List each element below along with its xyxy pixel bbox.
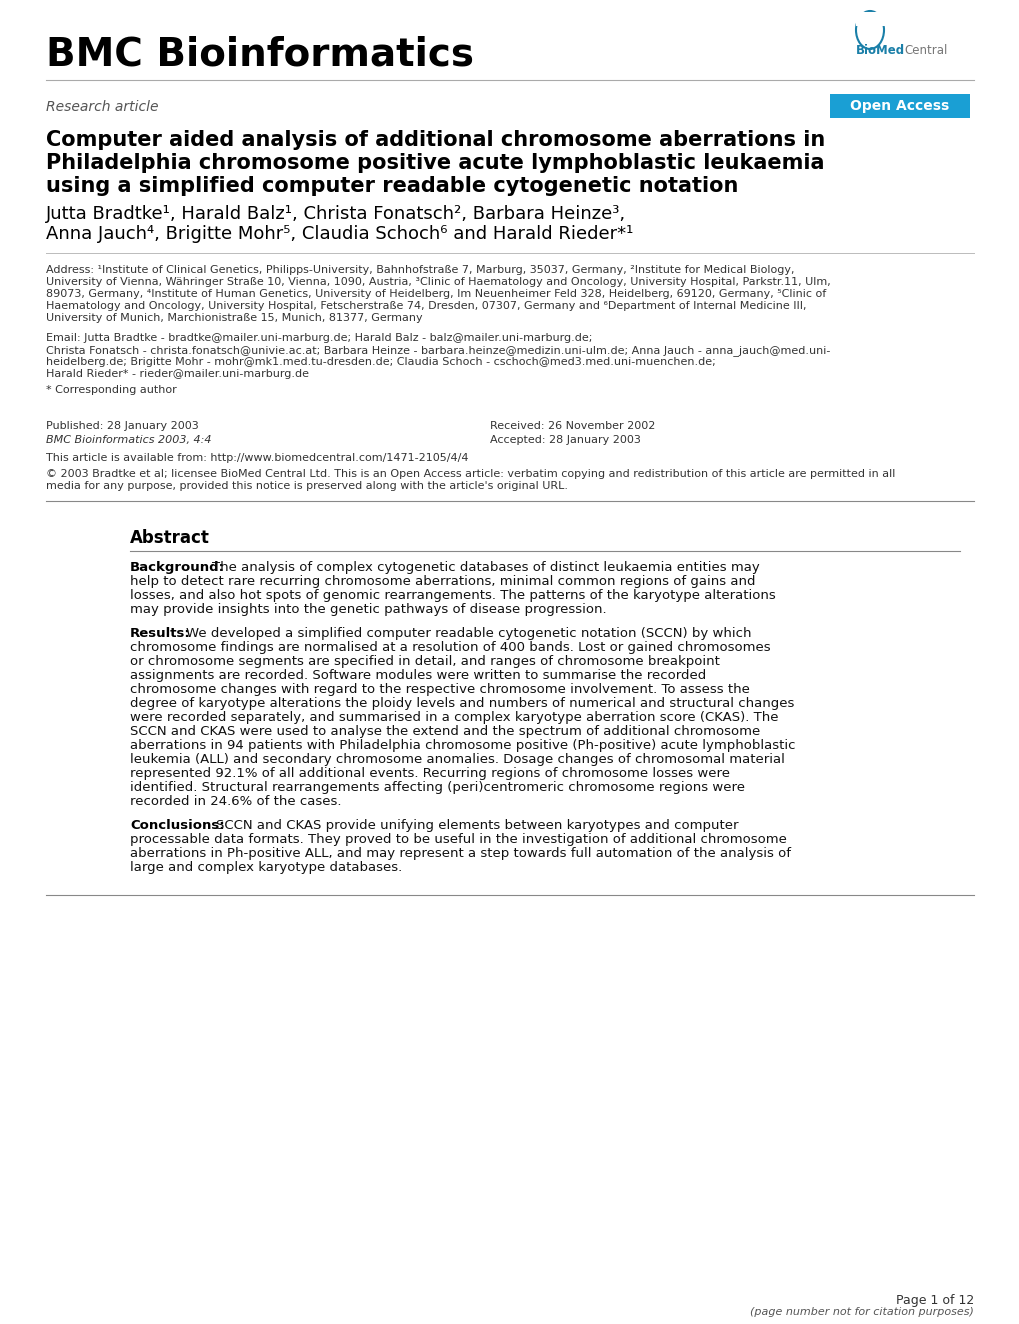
Text: Abstract: Abstract: [129, 530, 210, 547]
Text: Background:: Background:: [129, 561, 225, 575]
Text: Anna Jauch⁴, Brigitte Mohr⁵, Claudia Schoch⁶ and Harald Rieder*¹: Anna Jauch⁴, Brigitte Mohr⁵, Claudia Sch…: [46, 225, 633, 244]
Text: identified. Structural rearrangements affecting (peri)centromeric chromosome reg: identified. Structural rearrangements af…: [129, 781, 744, 794]
Text: aberrations in 94 patients with Philadelphia chromosome positive (Ph-positive) a: aberrations in 94 patients with Philadel…: [129, 739, 795, 752]
Text: media for any purpose, provided this notice is preserved along with the article': media for any purpose, provided this not…: [46, 481, 568, 491]
Text: help to detect rare recurring chromosome aberrations, minimal common regions of : help to detect rare recurring chromosome…: [129, 575, 755, 588]
Text: (page number not for citation purposes): (page number not for citation purposes): [749, 1307, 973, 1317]
Text: aberrations in Ph-positive ALL, and may represent a step towards full automation: aberrations in Ph-positive ALL, and may …: [129, 847, 790, 861]
Text: processable data formats. They proved to be useful in the investigation of addit: processable data formats. They proved to…: [129, 833, 786, 846]
Text: 89073, Germany, ⁴Institute of Human Genetics, University of Heidelberg, Im Neuen: 89073, Germany, ⁴Institute of Human Gene…: [46, 289, 825, 299]
Text: leukemia (ALL) and secondary chromosome anomalies. Dosage changes of chromosomal: leukemia (ALL) and secondary chromosome …: [129, 753, 784, 767]
Bar: [829, 94, 969, 118]
Text: assignments are recorded. Software modules were written to summarise the recorde: assignments are recorded. Software modul…: [129, 669, 705, 682]
Text: Open Access: Open Access: [850, 99, 949, 113]
Text: heidelberg.de; Brigitte Mohr - mohr@mk1.med.tu-dresden.de; Claudia Schoch - csch: heidelberg.de; Brigitte Mohr - mohr@mk1.…: [46, 357, 715, 367]
Text: or chromosome segments are specified in detail, and ranges of chromosome breakpo: or chromosome segments are specified in …: [129, 655, 719, 669]
Text: We developed a simplified computer readable cytogenetic notation (SCCN) by which: We developed a simplified computer reada…: [185, 628, 751, 639]
Text: SCCN and CKAS provide unifying elements between karyotypes and computer: SCCN and CKAS provide unifying elements …: [216, 820, 738, 831]
Text: Received: 26 November 2002: Received: 26 November 2002: [489, 421, 655, 432]
Text: Published: 28 January 2003: Published: 28 January 2003: [46, 421, 199, 432]
Text: chromosome changes with regard to the respective chromosome involvement. To asse: chromosome changes with regard to the re…: [129, 683, 749, 696]
Text: Accepted: 28 January 2003: Accepted: 28 January 2003: [489, 436, 640, 445]
Text: Harald Rieder* - rieder@mailer.uni-marburg.de: Harald Rieder* - rieder@mailer.uni-marbu…: [46, 369, 309, 379]
Text: recorded in 24.6% of the cases.: recorded in 24.6% of the cases.: [129, 794, 341, 808]
Text: Email: Jutta Bradtke - bradtke@mailer.uni-marburg.de; Harald Balz - balz@mailer.: Email: Jutta Bradtke - bradtke@mailer.un…: [46, 334, 592, 343]
Text: Computer aided analysis of additional chromosome aberrations in: Computer aided analysis of additional ch…: [46, 130, 824, 150]
Text: © 2003 Bradtke et al; licensee BioMed Central Ltd. This is an Open Access articl: © 2003 Bradtke et al; licensee BioMed Ce…: [46, 469, 895, 479]
Text: Philadelphia chromosome positive acute lymphoblastic leukaemia: Philadelphia chromosome positive acute l…: [46, 154, 823, 173]
Text: chromosome findings are normalised at a resolution of 400 bands. Lost or gained : chromosome findings are normalised at a …: [129, 641, 770, 654]
Text: Research article: Research article: [46, 101, 158, 114]
Text: Results:: Results:: [129, 628, 191, 639]
Text: were recorded separately, and summarised in a complex karyotype aberration score: were recorded separately, and summarised…: [129, 711, 777, 724]
Text: SCCN and CKAS were used to analyse the extend and the spectrum of additional chr: SCCN and CKAS were used to analyse the e…: [129, 726, 759, 737]
Text: may provide insights into the genetic pathways of disease progression.: may provide insights into the genetic pa…: [129, 602, 606, 616]
Text: large and complex karyotype databases.: large and complex karyotype databases.: [129, 861, 401, 874]
Text: Central: Central: [903, 44, 947, 57]
Bar: [855, 12, 886, 26]
Text: * Corresponding author: * Corresponding author: [46, 385, 176, 395]
Text: The analysis of complex cytogenetic databases of distinct leukaemia entities may: The analysis of complex cytogenetic data…: [212, 561, 759, 575]
Text: This article is available from: http://www.biomedcentral.com/1471-2105/4/4: This article is available from: http://w…: [46, 453, 468, 463]
Text: BMC Bioinformatics 2003, 4:4: BMC Bioinformatics 2003, 4:4: [46, 436, 211, 445]
Text: Conclusions:: Conclusions:: [129, 820, 224, 831]
Text: Haematology and Oncology, University Hospital, Fetscherstraße 74, Dresden, 07307: Haematology and Oncology, University Hos…: [46, 301, 806, 311]
Text: Jutta Bradtke¹, Harald Balz¹, Christa Fonatsch², Barbara Heinze³,: Jutta Bradtke¹, Harald Balz¹, Christa Fo…: [46, 205, 626, 222]
Text: using a simplified computer readable cytogenetic notation: using a simplified computer readable cyt…: [46, 176, 738, 196]
Text: Christa Fonatsch - christa.fonatsch@univie.ac.at; Barbara Heinze - barbara.heinz: Christa Fonatsch - christa.fonatsch@univ…: [46, 346, 829, 356]
Text: BioMed: BioMed: [855, 44, 904, 57]
Text: Page 1 of 12: Page 1 of 12: [895, 1294, 973, 1307]
Text: University of Munich, Marchionistraße 15, Munich, 81377, Germany: University of Munich, Marchionistraße 15…: [46, 312, 422, 323]
Text: losses, and also hot spots of genomic rearrangements. The patterns of the karyot: losses, and also hot spots of genomic re…: [129, 589, 775, 602]
Text: Address: ¹Institute of Clinical Genetics, Philipps-University, Bahnhofstraße 7, : Address: ¹Institute of Clinical Genetics…: [46, 265, 794, 275]
Text: BMC Bioinformatics: BMC Bioinformatics: [46, 36, 474, 74]
Text: degree of karyotype alterations the ploidy levels and numbers of numerical and s: degree of karyotype alterations the ploi…: [129, 696, 794, 710]
Text: represented 92.1% of all additional events. Recurring regions of chromosome loss: represented 92.1% of all additional even…: [129, 767, 730, 780]
Text: University of Vienna, Währinger Straße 10, Vienna, 1090, Austria, ³Clinic of Hae: University of Vienna, Währinger Straße 1…: [46, 277, 829, 287]
